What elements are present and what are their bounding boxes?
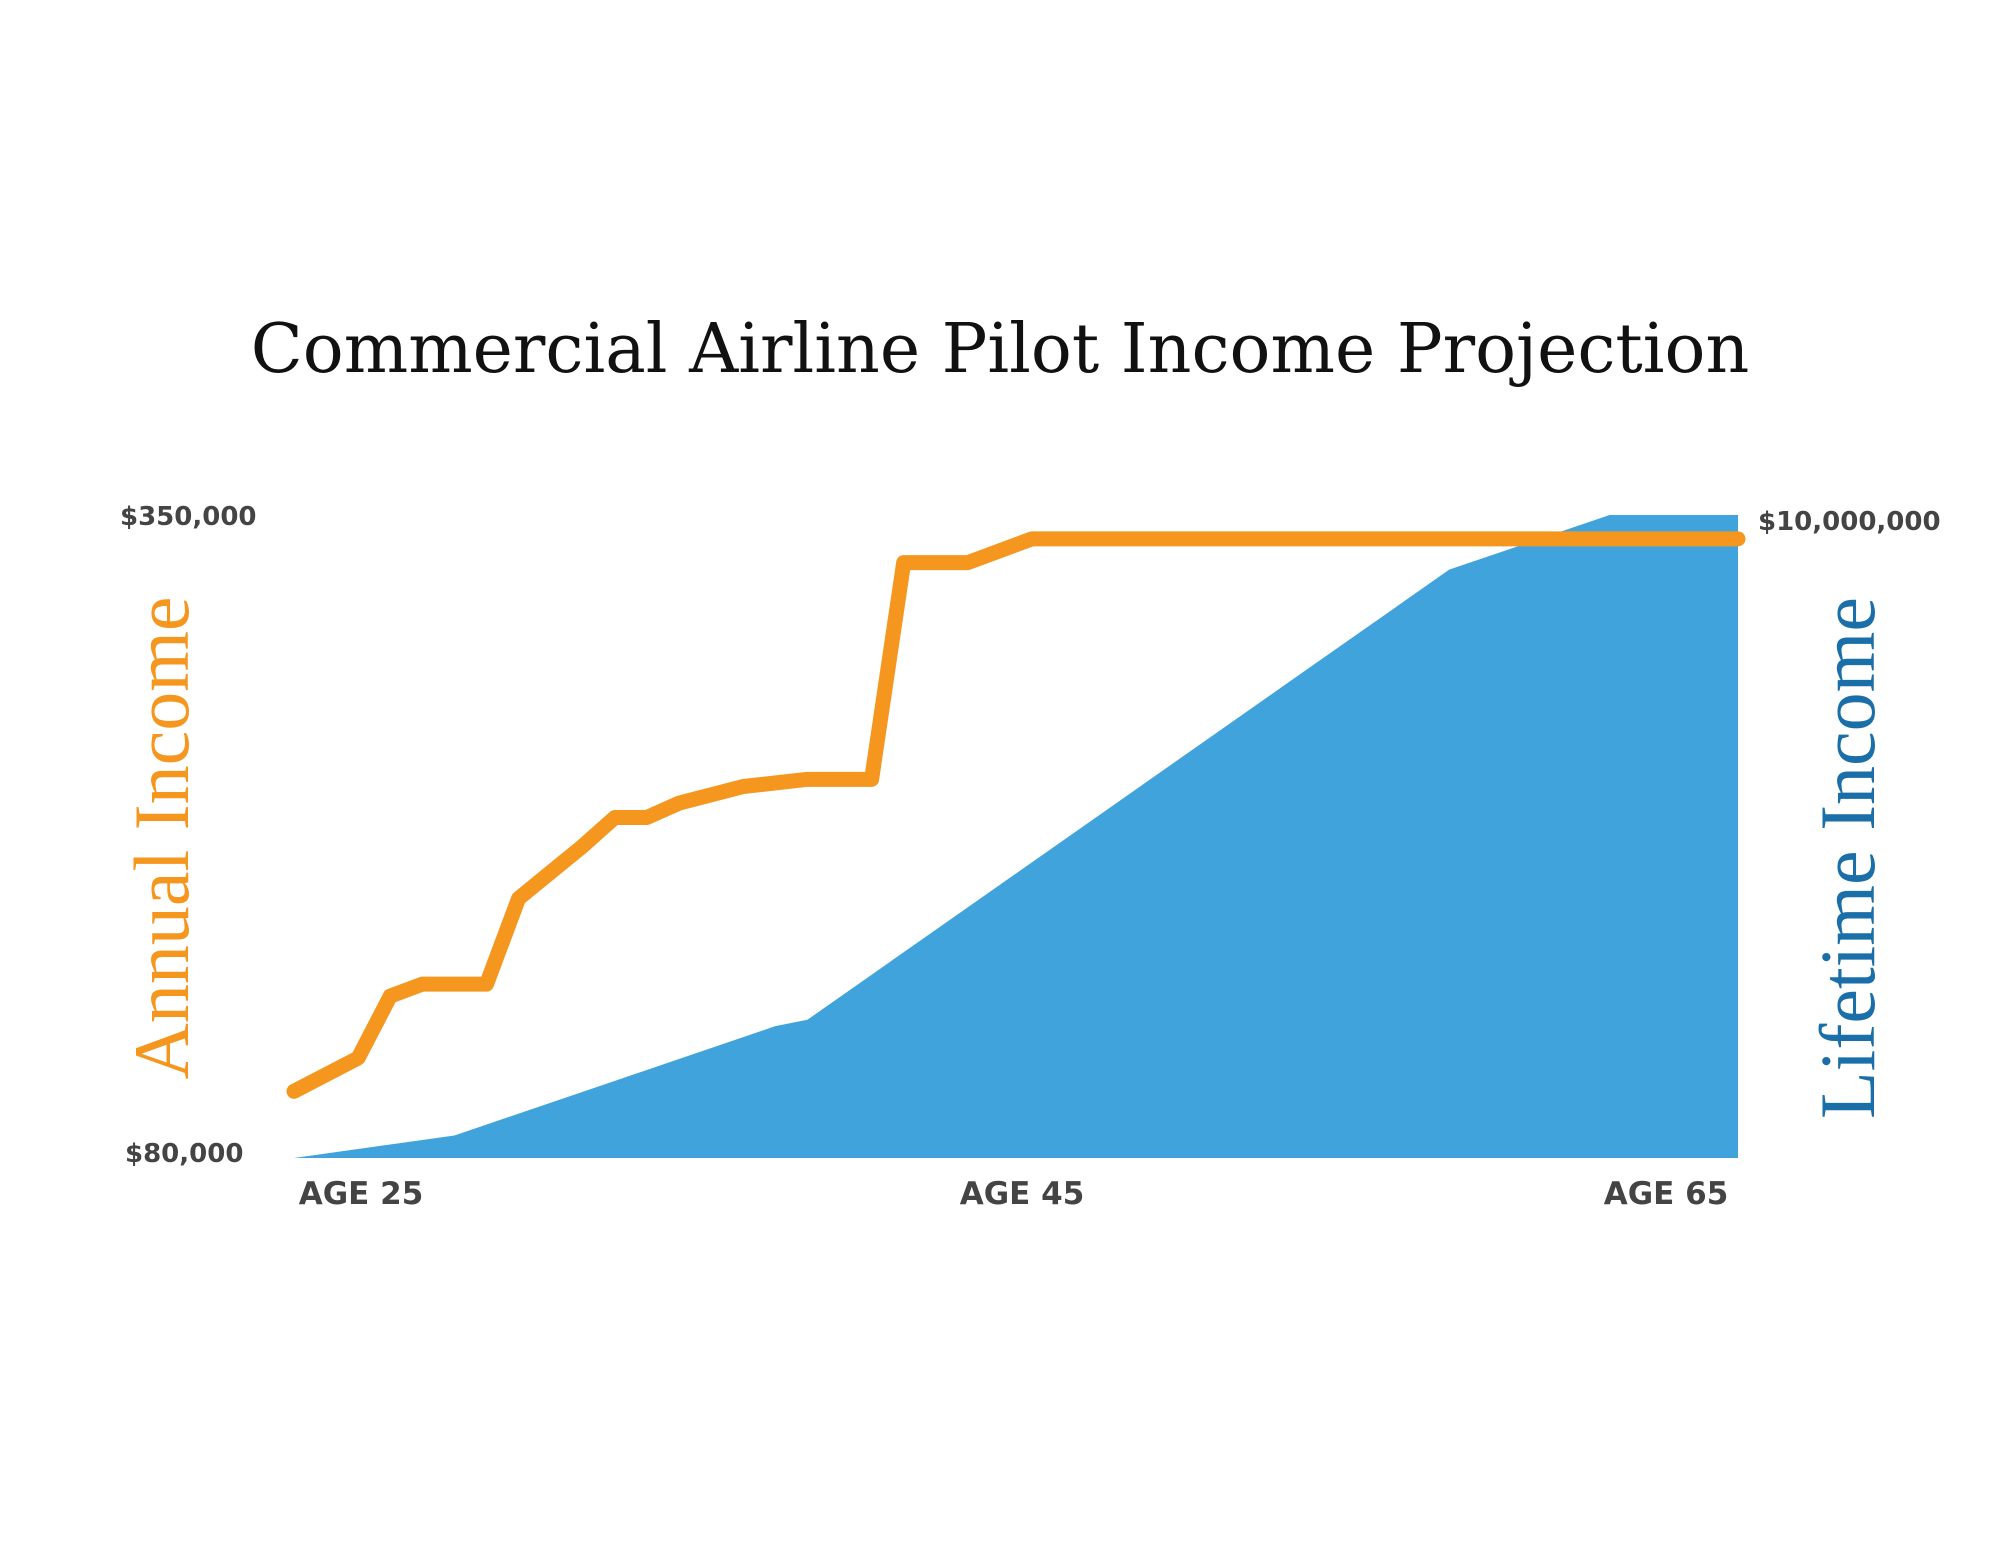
- annual-income-line: [286, 531, 1746, 1099]
- lifetime-income-area: [294, 515, 1738, 1158]
- x-tick-age-45: AGE 45: [960, 1176, 1085, 1212]
- annual-income-line-layer: [286, 531, 1746, 1099]
- y-right-tick-max: $10,000,000: [1758, 507, 1941, 537]
- y-left-tick-min: $80,000: [125, 1139, 243, 1169]
- x-tick-age-25: AGE 25: [299, 1176, 424, 1212]
- y-right-axis-title: Lifetime Income: [1804, 597, 1891, 1119]
- lifetime-income-area-layer: [294, 515, 1738, 1158]
- chart-title: Commercial Airline Pilot Income Projecti…: [251, 310, 1750, 389]
- y-left-axis-title: Annual Income: [118, 596, 205, 1079]
- y-left-tick-max: $350,000: [120, 502, 257, 532]
- x-tick-age-65: AGE 65: [1604, 1176, 1729, 1212]
